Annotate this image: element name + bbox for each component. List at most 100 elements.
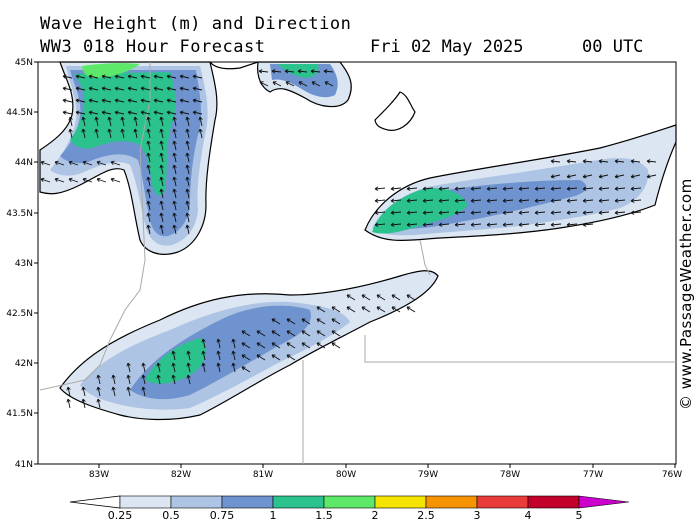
wave-arrow — [146, 116, 151, 127]
wave-arrow — [166, 110, 177, 115]
wave-arrow — [331, 330, 341, 337]
wave-arrow — [146, 152, 151, 163]
wave-arrow — [582, 210, 594, 215]
wave-arrow — [94, 116, 99, 127]
wave-arrow — [127, 74, 138, 79]
wave-arrow — [454, 222, 466, 227]
wave-arrow — [192, 110, 203, 115]
wave-arrow — [324, 81, 334, 87]
wave-arrow — [186, 374, 191, 385]
wave-arrow — [68, 160, 79, 166]
wave-arrow — [454, 186, 466, 191]
wave-arrow — [550, 186, 562, 191]
wave-arrow — [311, 81, 321, 87]
wave-arrow — [159, 188, 164, 199]
wave-arrow — [286, 354, 296, 361]
wave-arrow — [185, 116, 190, 127]
wave-arrow — [614, 159, 625, 164]
wave-arrow — [140, 98, 151, 103]
lat-label-44n: 44N — [15, 158, 33, 168]
wave-arrow — [156, 374, 161, 385]
wave-arrow — [40, 160, 51, 166]
wave-arrow — [316, 330, 326, 337]
wave-arrow — [598, 174, 609, 179]
wave-arrow — [361, 294, 371, 301]
lon-label-76w: 76W — [662, 470, 682, 480]
wave-arrow — [256, 342, 266, 349]
lon-label-81w: 81W — [253, 470, 273, 480]
lake-ontario — [364, 124, 677, 242]
wave-arrow — [566, 186, 578, 191]
wave-arrow — [502, 198, 514, 203]
wave-arrow — [159, 176, 164, 187]
wave-arrow — [598, 198, 610, 203]
wave-arrow — [376, 306, 386, 313]
wave-arrow — [166, 98, 177, 103]
wave-arrow — [126, 386, 131, 397]
wave-arrow — [316, 342, 326, 349]
wave-arrow — [101, 86, 112, 91]
wave-arrow — [550, 222, 562, 227]
wave-arrow — [172, 128, 177, 139]
legend-label: 4 — [525, 509, 532, 522]
wave-arrow — [316, 318, 326, 325]
wave-arrow — [146, 176, 151, 187]
wave-arrow — [146, 188, 151, 199]
wave-arrow — [88, 74, 99, 79]
wave-arrow — [550, 210, 562, 215]
wave-arrow — [146, 224, 151, 235]
wave-arrow — [62, 86, 73, 91]
wave-arrow — [146, 212, 151, 223]
lake-erie — [59, 270, 439, 421]
wave-arrow — [534, 222, 546, 227]
legend-label: 5 — [576, 509, 583, 522]
wave-arrow — [66, 386, 71, 397]
wave-arrow — [422, 210, 434, 215]
wave-arrow — [185, 152, 190, 163]
wave-arrow — [172, 200, 177, 211]
wave-arrow — [286, 330, 296, 337]
wave-arrow — [96, 398, 101, 409]
wave-arrow — [614, 186, 626, 191]
wave-arrow — [258, 69, 269, 74]
wave-arrow — [331, 318, 341, 325]
wave-arrow — [518, 222, 530, 227]
wave-arrow — [298, 81, 308, 87]
wave-arrow — [185, 164, 190, 175]
wave-arrow — [88, 110, 99, 115]
wave-arrow — [406, 294, 416, 301]
wave-arrow — [502, 222, 514, 227]
wave-arrow — [256, 330, 266, 337]
legend-label: 0.5 — [162, 509, 180, 522]
wave-arrow — [140, 74, 151, 79]
wave-arrow — [286, 342, 296, 349]
wave-arrow — [406, 198, 418, 203]
wave-arrow — [198, 128, 203, 139]
wave-arrow — [159, 224, 164, 235]
wave-arrow — [62, 98, 73, 103]
wave-arrow — [159, 116, 164, 127]
wave-arrow — [96, 374, 101, 385]
wave-arrow — [185, 212, 190, 223]
wave-arrow — [159, 164, 164, 175]
wave-arrow — [186, 350, 191, 361]
wave-arrow — [391, 306, 401, 313]
wave-arrow — [101, 98, 112, 103]
wave-arrow — [166, 74, 177, 79]
wave-arrow — [114, 74, 125, 79]
wave-arrow — [566, 174, 577, 179]
wave-arrow — [566, 210, 578, 215]
wave-arrow — [614, 174, 625, 179]
lat-label-41n: 41N — [15, 460, 33, 470]
wave-arrow — [241, 330, 251, 337]
wave-arrow — [171, 374, 176, 385]
wave-arrow — [68, 128, 73, 139]
wave-arrow — [486, 222, 498, 227]
wave-arrow — [406, 210, 418, 215]
wave-arrow — [133, 128, 138, 139]
wave-arrow — [172, 116, 177, 127]
wave-arrow — [534, 210, 546, 215]
wave-arrow — [216, 350, 221, 361]
lat-label-42-5n: 42.5N — [6, 309, 33, 319]
wave-arrow — [101, 74, 112, 79]
